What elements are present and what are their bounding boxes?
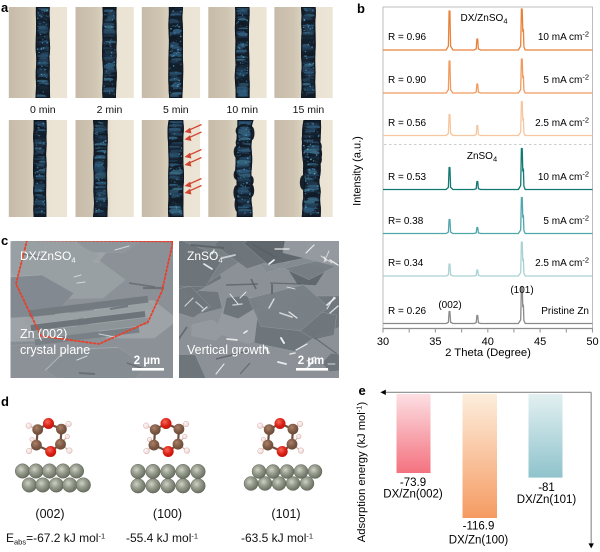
svg-text:(100): (100) — [153, 507, 182, 521]
svg-text:c: c — [1, 233, 8, 248]
svg-text:-63.5 kJ mol-1: -63.5 kJ mol-1 — [241, 531, 313, 545]
svg-text:-81: -81 — [538, 482, 555, 494]
svg-text:2.5 mA cm-2: 2.5 mA cm-2 — [535, 116, 589, 130]
svg-text:(101): (101) — [510, 285, 533, 296]
svg-text:DX/Zn(002): DX/Zn(002) — [383, 489, 443, 501]
svg-text:R = 0.26: R = 0.26 — [388, 306, 427, 317]
svg-text:b: b — [357, 1, 365, 16]
svg-text:DX/Zn(100): DX/Zn(100) — [449, 535, 509, 547]
svg-text:-73.9: -73.9 — [400, 477, 426, 489]
svg-text:R = 0.53: R = 0.53 — [388, 172, 427, 183]
svg-text:Intensity (a.u.): Intensity (a.u.) — [352, 136, 364, 206]
svg-text:2 min: 2 min — [97, 104, 123, 116]
svg-text:(002): (002) — [35, 507, 64, 521]
svg-text:5 min: 5 min — [163, 104, 189, 116]
svg-text:ZnSO4: ZnSO4 — [187, 249, 223, 265]
svg-text:0 min: 0 min — [30, 104, 56, 116]
svg-text:R= 0.34: R= 0.34 — [388, 258, 424, 269]
svg-text:DX/Zn(101): DX/Zn(101) — [517, 494, 577, 506]
svg-text:5 mA cm-2: 5 mA cm-2 — [543, 214, 589, 228]
svg-text:d: d — [1, 394, 9, 409]
svg-text:10 mA cm-2: 10 mA cm-2 — [538, 170, 589, 184]
svg-text:a: a — [1, 0, 9, 15]
svg-text:2 µm: 2 µm — [298, 355, 324, 367]
svg-text:DX/ZnSO4: DX/ZnSO4 — [20, 249, 76, 265]
svg-text:50: 50 — [586, 336, 598, 348]
svg-text:-116.9: -116.9 — [463, 521, 495, 533]
svg-text:10 min: 10 min — [227, 104, 259, 116]
svg-text:R= 0.38: R= 0.38 — [388, 216, 424, 227]
svg-text:Zn (002): Zn (002) — [20, 327, 67, 341]
svg-text:Eabs=-67.2 kJ mol-1: Eabs=-67.2 kJ mol-1 — [6, 531, 105, 547]
svg-text:DX/ZnSO4: DX/ZnSO4 — [461, 13, 508, 26]
svg-text:30: 30 — [377, 336, 389, 348]
svg-text:2 Theta (Degree): 2 Theta (Degree) — [445, 347, 531, 359]
svg-text:35: 35 — [429, 336, 441, 348]
svg-text:5 mA cm-2: 5 mA cm-2 — [543, 73, 589, 87]
svg-text:R = 0.56: R = 0.56 — [388, 118, 427, 129]
svg-text:2 µm: 2 µm — [134, 355, 160, 367]
svg-text:crystal plane: crystal plane — [20, 343, 90, 357]
svg-text:ZnSO4: ZnSO4 — [467, 151, 497, 164]
svg-text:2.5 mA cm-2: 2.5 mA cm-2 — [535, 256, 589, 270]
svg-text:45: 45 — [534, 336, 546, 348]
svg-text:Vertical growth: Vertical growth — [187, 343, 269, 357]
svg-text:Pristine Zn: Pristine Zn — [541, 306, 589, 317]
svg-text:10 mA cm-2: 10 mA cm-2 — [538, 30, 589, 44]
svg-text:(101): (101) — [271, 507, 300, 521]
svg-text:Adsorption energy (kJ mol-1): Adsorption energy (kJ mol-1) — [355, 402, 369, 543]
svg-text:(002): (002) — [438, 300, 461, 311]
svg-text:R = 0.96: R = 0.96 — [388, 32, 427, 43]
svg-text:-55.4 kJ mol-1: -55.4 kJ mol-1 — [126, 531, 198, 545]
svg-text:e: e — [359, 383, 366, 398]
svg-text:40: 40 — [482, 336, 494, 348]
svg-text:15 min: 15 min — [293, 104, 325, 116]
svg-text:R = 0.90: R = 0.90 — [388, 75, 427, 86]
